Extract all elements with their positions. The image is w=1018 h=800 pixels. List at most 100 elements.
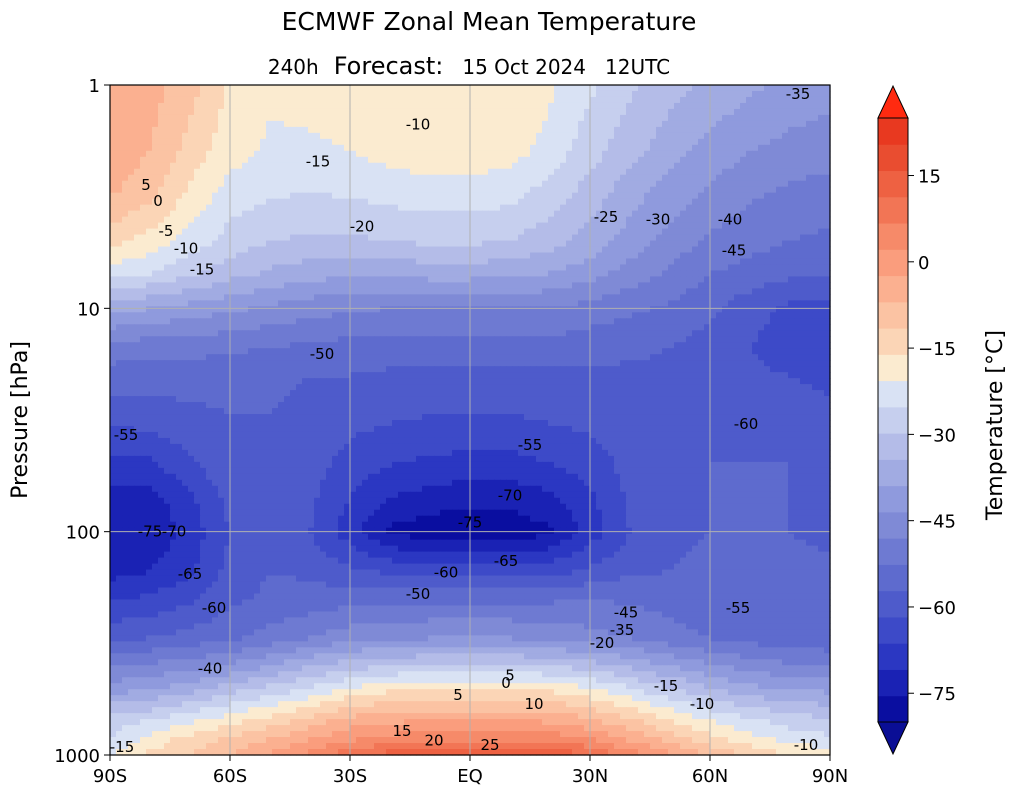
temperature-cell bbox=[458, 276, 465, 284]
temperature-cell bbox=[404, 192, 411, 200]
temperature-cell bbox=[794, 144, 801, 152]
temperature-cell bbox=[224, 174, 231, 182]
temperature-cell bbox=[218, 216, 225, 224]
temperature-cell bbox=[536, 264, 543, 272]
temperature-cell bbox=[524, 150, 531, 158]
temperature-cell bbox=[110, 270, 117, 278]
temperature-cell bbox=[626, 120, 633, 128]
temperature-cell bbox=[314, 102, 321, 110]
temperature-cell bbox=[674, 246, 681, 254]
temperature-cell bbox=[470, 85, 477, 92]
temperature-cell bbox=[524, 126, 531, 134]
temperature-cell bbox=[356, 186, 363, 194]
temperature-cell bbox=[548, 198, 555, 206]
temperature-cell bbox=[152, 114, 159, 122]
temperature-cell bbox=[236, 306, 243, 313]
temperature-cell bbox=[800, 126, 807, 134]
temperature-cell bbox=[698, 318, 705, 325]
temperature-cell bbox=[506, 85, 513, 92]
temperature-cell bbox=[818, 162, 825, 170]
temperature-cell bbox=[812, 198, 819, 206]
temperature-cell bbox=[260, 312, 267, 319]
temperature-cell bbox=[800, 204, 807, 212]
temperature-cell bbox=[314, 192, 321, 200]
temperature-cell bbox=[806, 300, 813, 307]
temperature-cell bbox=[668, 216, 675, 224]
temperature-cell bbox=[566, 270, 573, 278]
temperature-cell bbox=[584, 300, 591, 307]
temperature-cell bbox=[734, 90, 741, 98]
temperature-cell bbox=[596, 192, 603, 200]
temperature-cell bbox=[560, 102, 567, 110]
temperature-cell bbox=[350, 150, 357, 158]
temperature-cell bbox=[158, 264, 165, 272]
temperature-cell bbox=[620, 216, 627, 224]
temperature-cell bbox=[308, 204, 315, 212]
temperature-cell bbox=[356, 126, 363, 134]
temperature-cell bbox=[812, 288, 819, 295]
temperature-cell bbox=[158, 204, 165, 212]
temperature-cell bbox=[386, 192, 393, 200]
temperature-cell bbox=[632, 180, 639, 188]
temperature-cell bbox=[488, 192, 495, 200]
temperature-cell bbox=[776, 180, 783, 188]
temperature-cell bbox=[704, 90, 711, 98]
temperature-cell bbox=[368, 282, 375, 289]
temperature-cell bbox=[446, 96, 453, 104]
temperature-cell bbox=[128, 162, 135, 170]
temperature-cell bbox=[476, 162, 483, 170]
temperature-cell bbox=[608, 240, 615, 248]
temperature-cell bbox=[374, 150, 381, 158]
temperature-cell bbox=[296, 204, 303, 212]
temperature-cell bbox=[428, 144, 435, 152]
temperature-cell bbox=[242, 216, 249, 224]
temperature-cell bbox=[362, 90, 369, 98]
temperature-cell bbox=[818, 96, 825, 104]
temperature-cell bbox=[386, 300, 393, 307]
temperature-cell bbox=[518, 85, 525, 92]
temperature-cell bbox=[584, 222, 591, 230]
temperature-cell bbox=[758, 282, 765, 289]
temperature-cell bbox=[374, 204, 381, 212]
temperature-cell bbox=[590, 138, 597, 146]
temperature-cell bbox=[404, 264, 411, 272]
temperature-cell bbox=[224, 276, 231, 284]
temperature-cell bbox=[380, 294, 387, 301]
temperature-cell bbox=[374, 180, 381, 188]
temperature-cell bbox=[536, 330, 543, 337]
temperature-cell bbox=[764, 258, 771, 266]
temperature-cell bbox=[800, 216, 807, 224]
temperature-cell bbox=[692, 222, 699, 230]
temperature-cell bbox=[788, 294, 795, 301]
temperature-cell bbox=[308, 120, 315, 128]
temperature-cell bbox=[824, 180, 831, 188]
temperature-cell bbox=[356, 264, 363, 272]
temperature-cell bbox=[278, 174, 285, 182]
temperature-cell bbox=[242, 96, 249, 104]
temperature-cell bbox=[512, 108, 519, 116]
temperature-cell bbox=[530, 258, 537, 266]
temperature-cell bbox=[524, 318, 531, 325]
temperature-cell bbox=[392, 330, 399, 337]
temperature-cell bbox=[554, 204, 561, 212]
temperature-cell bbox=[764, 144, 771, 152]
temperature-cell bbox=[446, 330, 453, 337]
temperature-cell bbox=[782, 204, 789, 212]
temperature-cell bbox=[638, 192, 645, 200]
temperature-cell bbox=[758, 312, 765, 319]
temperature-cell bbox=[746, 270, 753, 278]
temperature-cell bbox=[626, 132, 633, 140]
temperature-cell bbox=[608, 114, 615, 122]
temperature-cell bbox=[752, 114, 759, 122]
temperature-cell bbox=[290, 276, 297, 284]
temperature-cell bbox=[290, 330, 297, 337]
temperature-cell bbox=[428, 126, 435, 134]
temperature-cell bbox=[776, 252, 783, 260]
temperature-cell bbox=[152, 192, 159, 200]
temperature-cell bbox=[440, 198, 447, 206]
temperature-cell bbox=[770, 162, 777, 170]
temperature-cell bbox=[674, 300, 681, 307]
temperature-cell bbox=[560, 210, 567, 218]
temperature-cell bbox=[284, 288, 291, 295]
temperature-cell bbox=[716, 210, 723, 218]
